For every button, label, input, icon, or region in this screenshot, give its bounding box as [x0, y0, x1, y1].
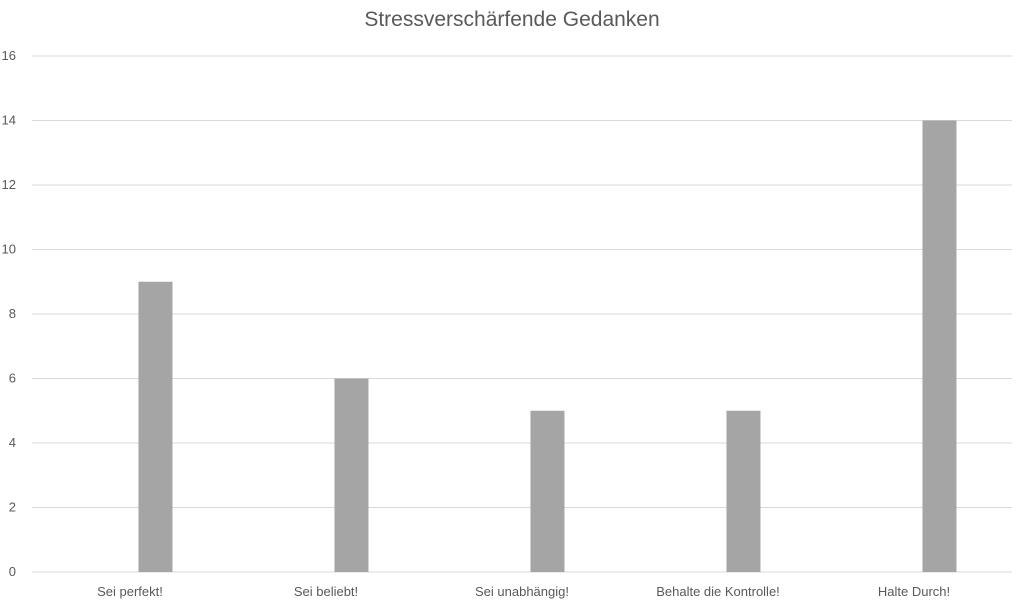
y-tick-label: 12: [2, 177, 16, 192]
x-axis-labels: Sei perfekt! Sei beliebt! Sei unabhängig! B…: [97, 584, 950, 599]
chart-title: Stressverschärfende Gedanken: [364, 8, 660, 31]
x-category-label: Sei unabhängig!: [475, 584, 569, 599]
bars: [138, 120, 957, 572]
bar-4: [726, 410, 761, 572]
y-axis-ticks: 0 2 4 6 8 10 12 14 16: [2, 48, 16, 579]
x-category-label: Halte Durch!: [878, 584, 950, 599]
y-tick-label: 8: [9, 306, 16, 321]
x-category-label: Behalte die Kontrolle!: [656, 584, 780, 599]
bar-3: [530, 410, 565, 572]
y-tick-label: 4: [9, 435, 16, 450]
x-category-label: Sei beliebt!: [294, 584, 358, 599]
y-tick-label: 14: [2, 113, 16, 128]
bar-2: [334, 378, 369, 572]
bar-1: [138, 281, 173, 572]
y-tick-label: 0: [9, 564, 16, 579]
x-category-label: Sei perfekt!: [97, 584, 163, 599]
y-tick-label: 16: [2, 48, 16, 63]
y-tick-label: 2: [9, 500, 16, 515]
bar-5: [922, 120, 957, 572]
y-tick-label: 6: [9, 371, 16, 386]
gridlines: [32, 55, 1012, 573]
y-tick-label: 10: [2, 242, 16, 257]
